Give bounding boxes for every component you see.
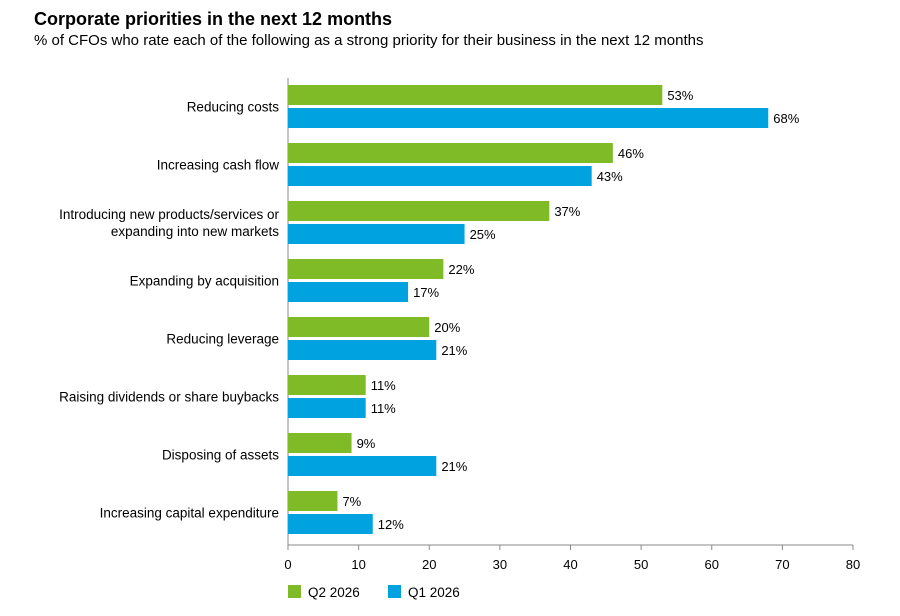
x-tick-label: 70	[775, 557, 789, 572]
data-label: 22%	[448, 262, 474, 277]
data-label: 68%	[773, 111, 799, 126]
legend-label: Q2 2026	[308, 585, 360, 600]
chart-title: Corporate priorities in the next 12 mont…	[34, 9, 393, 29]
bar-q1-2026	[288, 166, 592, 186]
chart-subtitle: % of CFOs who rate each of the following…	[34, 32, 704, 49]
bar-q2-2026	[288, 317, 430, 337]
bar-q1-2026	[288, 456, 437, 476]
bar-q1-2026	[288, 340, 437, 360]
data-label: 7%	[342, 494, 361, 509]
chart-labels: 53% 68% Reducing costs 46% 43% Increasing cas…	[59, 88, 800, 532]
legend-swatch-q2-2026	[288, 585, 301, 598]
data-label: 25%	[470, 227, 496, 242]
data-label: 11%	[371, 401, 396, 416]
bar-q1-2026	[288, 108, 769, 128]
category-label: Reducing costs	[187, 100, 280, 115]
chart-legend: Q2 2026 Q1 2026	[288, 585, 460, 600]
bar-q2-2026	[288, 85, 663, 105]
data-label: 12%	[378, 517, 404, 532]
x-tick-label: 60	[705, 557, 719, 572]
legend-swatch-q1-2026	[388, 585, 401, 598]
x-tick-label: 0	[284, 557, 291, 572]
category-label: Increasing cash flow	[157, 158, 280, 173]
bar-q2-2026	[288, 259, 444, 279]
category-label: Reducing leverage	[166, 332, 279, 347]
x-tick-label: 80	[846, 557, 860, 572]
category-label: Expanding by acquisition	[130, 274, 279, 289]
category-label: Disposing of assets	[162, 448, 279, 463]
category-label: Raising dividends or share buybacks	[59, 390, 279, 405]
x-tick-label: 20	[422, 557, 436, 572]
bar-q2-2026	[288, 143, 613, 163]
data-label: 21%	[441, 343, 467, 358]
category-label: expanding into new markets	[111, 224, 279, 239]
bar-q2-2026	[288, 433, 352, 453]
data-label: 43%	[597, 169, 623, 184]
legend-label: Q1 2026	[408, 585, 460, 600]
data-label: 53%	[667, 88, 693, 103]
chart-axes: 0 10 20 30 40 50 60 70 80	[284, 78, 860, 572]
bar-q1-2026	[288, 398, 366, 418]
data-label: 11%	[371, 378, 396, 393]
bar-q1-2026	[288, 282, 409, 302]
x-tick-label: 40	[563, 557, 577, 572]
bar-q2-2026	[288, 201, 550, 221]
data-label: 37%	[554, 204, 580, 219]
data-label: 21%	[441, 459, 467, 474]
data-label: 9%	[357, 436, 376, 451]
x-tick-label: 50	[634, 557, 648, 572]
bar-q2-2026	[288, 375, 366, 395]
chart-bars	[288, 85, 769, 534]
category-label: Introducing new products/services or	[59, 207, 279, 222]
bar-q1-2026	[288, 514, 373, 534]
bar-q1-2026	[288, 224, 465, 244]
x-tick-label: 30	[493, 557, 507, 572]
bar-q2-2026	[288, 491, 338, 511]
data-label: 17%	[413, 285, 439, 300]
data-label: 20%	[434, 320, 460, 335]
data-label: 46%	[618, 146, 644, 161]
category-label: Increasing capital expenditure	[100, 506, 279, 521]
x-tick-label: 10	[351, 557, 365, 572]
